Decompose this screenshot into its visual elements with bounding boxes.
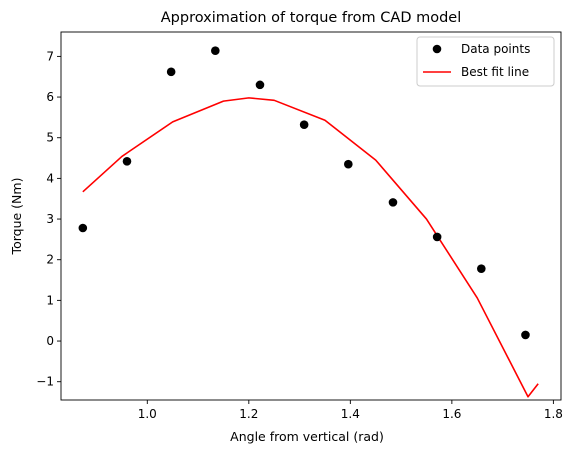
x-tick-label: 1.2 — [239, 407, 258, 421]
y-axis: −1 0 1 2 3 4 5 6 7 — [36, 49, 61, 389]
x-tick-label: 1.8 — [544, 407, 563, 421]
y-tick-label: −1 — [36, 375, 54, 389]
data-point — [122, 157, 132, 166]
x-tick-label: 1.4 — [341, 407, 360, 421]
legend-label: Data points — [461, 42, 530, 56]
x-axis: 1.0 1.2 1.4 1.6 1.8 — [138, 400, 563, 421]
legend: Data points Best fit line — [416, 36, 555, 87]
data-point — [344, 159, 353, 169]
y-tick-label: 5 — [46, 131, 54, 145]
y-tick-label: 3 — [46, 212, 54, 226]
x-axis-label: Angle from vertical (rad) — [230, 429, 384, 444]
data-point — [388, 198, 398, 207]
chart-title: Approximation of torque from CAD model — [161, 10, 462, 26]
y-tick-label: 4 — [46, 171, 54, 185]
plot-area — [60, 31, 562, 401]
y-tick-label: 0 — [46, 334, 54, 348]
data-point — [477, 264, 486, 273]
y-tick-label: 6 — [46, 90, 54, 104]
legend-box — [416, 36, 555, 87]
axes-frame — [60, 31, 562, 401]
data-point — [211, 46, 220, 56]
data-point — [521, 330, 530, 340]
x-tick-label: 1.6 — [442, 407, 461, 421]
data-point — [432, 232, 442, 242]
y-axis-label: Torque (Nm) — [9, 178, 24, 256]
legend-label: Best fit line — [461, 65, 529, 79]
best-fit-line — [82, 97, 539, 398]
legend-marker-data-points — [432, 44, 442, 54]
x-tick-label: 1.0 — [138, 407, 157, 421]
data-point — [255, 80, 265, 90]
y-tick-label: 1 — [46, 293, 54, 307]
data-point — [78, 223, 88, 233]
y-tick-label: 2 — [46, 253, 54, 267]
data-point — [299, 120, 309, 130]
data-point — [166, 67, 176, 77]
y-tick-label: 7 — [46, 49, 54, 63]
